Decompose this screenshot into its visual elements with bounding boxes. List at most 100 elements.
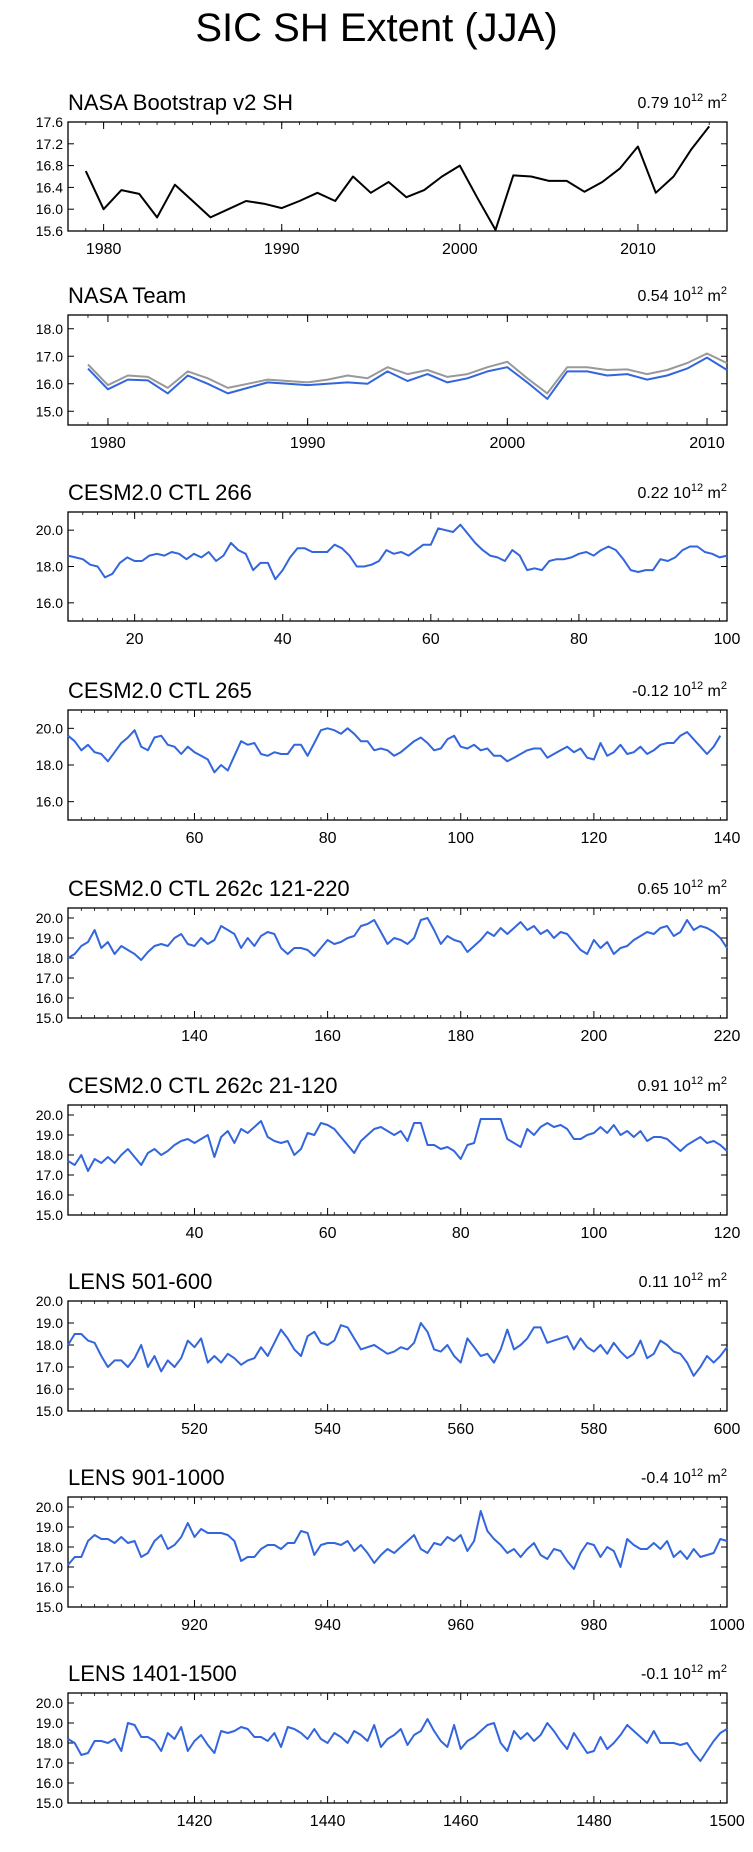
x-tick-label: 1440 [310, 1813, 346, 1830]
y-tick-label: 17.6 [36, 114, 63, 130]
y-tick-label: 15.0 [36, 1599, 63, 1615]
y-tick-label: 16.0 [36, 1579, 63, 1595]
y-tick-label: 20.0 [36, 720, 63, 736]
x-tick-label: 60 [319, 1225, 337, 1242]
x-tick-label: 60 [422, 631, 440, 648]
x-tick-label: 2000 [442, 241, 478, 258]
y-tick-label: 17.0 [36, 348, 63, 364]
y-tick-label: 18.0 [36, 1539, 63, 1555]
y-tick-label: 15.6 [36, 223, 63, 239]
series-line-1 [67, 727, 722, 774]
x-tick-label: 140 [714, 830, 741, 847]
trend-label: -0.1 1012 m2 [641, 1663, 727, 1683]
y-tick-label: 15.0 [36, 1403, 63, 1419]
trend-label: 0.22 1012 m2 [637, 482, 727, 502]
x-tick-label: 2010 [689, 435, 725, 452]
series-line-2 [87, 356, 728, 400]
y-tick-label: 19.0 [36, 1315, 63, 1331]
x-tick-label: 1980 [90, 435, 126, 452]
y-tick-label: 20.0 [36, 910, 63, 926]
trend-label: 0.11 1012 m2 [639, 1271, 727, 1291]
y-tick-label: 16.0 [36, 990, 63, 1006]
y-tick-label: 16.0 [36, 794, 63, 810]
x-tick-label: 100 [714, 631, 741, 648]
y-tick-label: 20.0 [36, 1695, 63, 1711]
x-tick-label: 1420 [177, 1813, 213, 1830]
y-tick-label: 20.0 [36, 1293, 63, 1309]
plot-frame [67, 1300, 728, 1412]
chart-title: NASA Bootstrap v2 SH [68, 90, 293, 115]
x-tick-label: 160 [314, 1028, 341, 1045]
x-tick-label: 1990 [264, 241, 300, 258]
chart-panel-8: LENS 901-1000 -0.4 1012 m2 15.0 16.0 17.0 18.… [36, 1465, 745, 1634]
chart-panel-4: CESM2.0 CTL 265 -0.12 1012 m2 16.0 18.0 20.0… [36, 678, 741, 847]
x-tick-label: 40 [186, 1225, 204, 1242]
x-tick-label: 1980 [86, 241, 122, 258]
chart-title: CESM2.0 CTL 265 [68, 678, 252, 703]
y-tick-label: 18.0 [36, 1147, 63, 1163]
x-tick-label: 120 [714, 1225, 741, 1242]
y-tick-label: 16.0 [36, 1381, 63, 1397]
chart-panel-7: LENS 501-600 0.11 1012 m2 15.0 16.0 17.0 18.0… [36, 1269, 741, 1438]
figure-title: SIC SH Extent (JJA) [195, 6, 558, 50]
y-tick-label: 15.0 [36, 403, 63, 419]
x-tick-label: 100 [581, 1225, 608, 1242]
y-tick-label: 15.0 [36, 1795, 63, 1811]
x-tick-label: 200 [581, 1028, 608, 1045]
y-tick-label: 16.0 [36, 1775, 63, 1791]
series-line-1 [67, 1718, 728, 1762]
x-tick-label: 600 [714, 1421, 741, 1438]
y-tick-label: 16.4 [36, 179, 63, 195]
series-line-1 [67, 523, 728, 581]
x-tick-label: 960 [447, 1617, 474, 1634]
x-tick-label: 120 [581, 830, 608, 847]
y-tick-label: 18.0 [36, 559, 63, 575]
y-tick-label: 18.0 [36, 757, 63, 773]
trend-label: -0.12 1012 m2 [632, 680, 727, 700]
chart-title: CESM2.0 CTL 262c 121-220 [68, 876, 350, 901]
series-line-1 [87, 352, 728, 395]
y-tick-label: 18.0 [36, 1735, 63, 1751]
plot-frame [67, 709, 728, 821]
x-tick-label: 1500 [709, 1813, 745, 1830]
y-tick-label: 17.0 [36, 1359, 63, 1375]
y-tick-label: 18.0 [36, 1337, 63, 1353]
series-line-1 [67, 917, 728, 961]
x-tick-label: 560 [447, 1421, 474, 1438]
series-line-1 [84, 125, 710, 231]
x-tick-label: 1990 [290, 435, 326, 452]
chart-panel-5: CESM2.0 CTL 262c 121-220 0.65 1012 m2 15.0… [36, 876, 741, 1045]
y-tick-label: 17.0 [36, 970, 63, 986]
y-tick-label: 16.0 [36, 201, 63, 217]
x-tick-label: 920 [181, 1617, 208, 1634]
series-line-1 [67, 1322, 728, 1377]
chart-title: NASA Team [68, 283, 186, 308]
x-tick-label: 1000 [709, 1617, 745, 1634]
x-tick-label: 20 [126, 631, 144, 648]
y-tick-label: 19.0 [36, 1715, 63, 1731]
y-tick-label: 20.0 [36, 522, 63, 538]
y-tick-label: 20.0 [36, 1107, 63, 1123]
series-line-1 [67, 1510, 728, 1570]
y-tick-label: 17.2 [36, 136, 63, 152]
y-tick-label: 16.0 [36, 376, 63, 392]
y-tick-label: 16.0 [36, 595, 63, 611]
y-tick-label: 16.8 [36, 158, 63, 174]
chart-title: LENS 1401-1500 [68, 1661, 237, 1686]
y-tick-label: 15.0 [36, 1207, 63, 1223]
plot-frame [67, 1692, 728, 1804]
chart-title: CESM2.0 CTL 266 [68, 480, 252, 505]
x-tick-label: 180 [447, 1028, 474, 1045]
y-tick-label: 17.0 [36, 1755, 63, 1771]
x-tick-label: 60 [186, 830, 204, 847]
x-tick-label: 80 [319, 830, 337, 847]
plot-frame [67, 121, 728, 232]
x-tick-label: 940 [314, 1617, 341, 1634]
plot-frame [67, 907, 728, 1019]
trend-label: -0.4 1012 m2 [641, 1467, 727, 1487]
trend-label: 0.79 1012 m2 [637, 92, 727, 112]
trend-label: 0.54 1012 m2 [637, 285, 727, 305]
series-line-1 [67, 1118, 728, 1172]
x-tick-label: 1460 [443, 1813, 479, 1830]
